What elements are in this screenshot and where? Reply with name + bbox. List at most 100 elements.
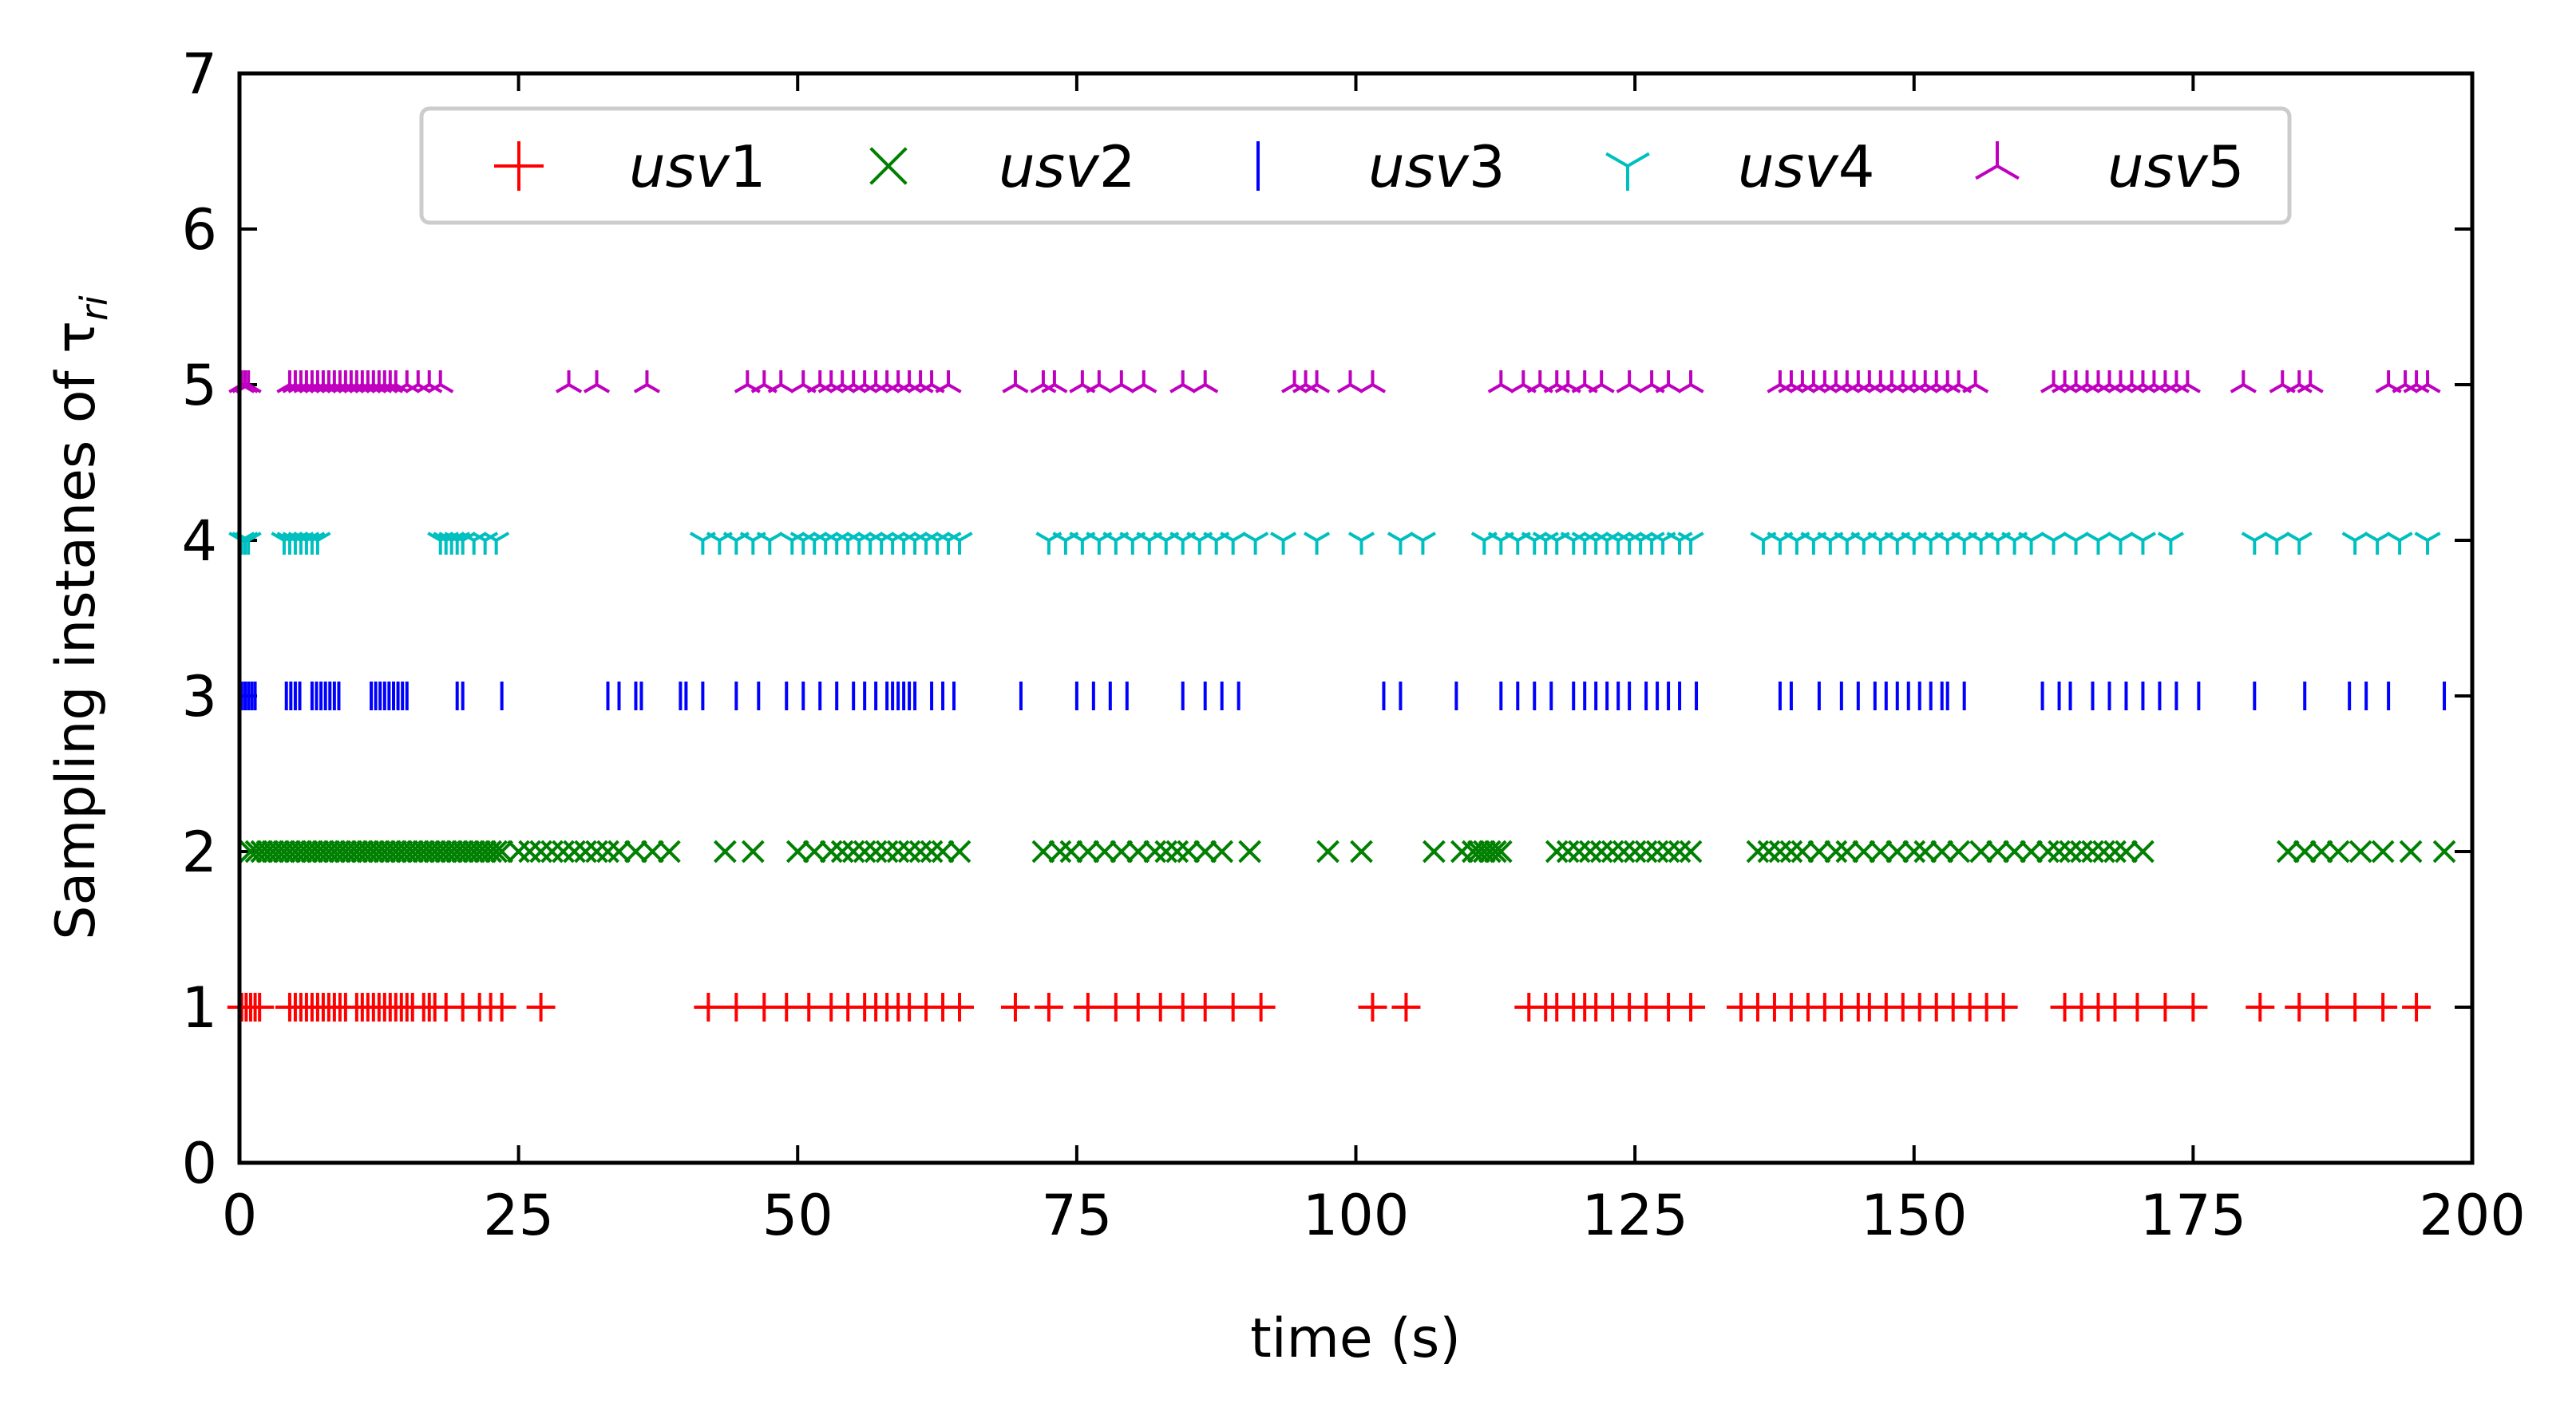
usv2-point (328, 840, 352, 864)
usv2-point (2070, 840, 2093, 864)
usv2-point (350, 840, 374, 864)
usv5-point (873, 370, 900, 393)
usv2-point (1450, 840, 1474, 864)
usv5-point (2051, 370, 2079, 393)
usv2-point (841, 840, 865, 864)
usv2-point (1746, 840, 1770, 864)
usv5-point (1677, 370, 1704, 393)
usv2-point (378, 840, 402, 864)
usv5-point (405, 370, 432, 393)
usv1-series (227, 993, 2432, 1022)
usv4-point (689, 532, 716, 555)
usv5-point (583, 370, 611, 393)
usv2-point (574, 840, 597, 864)
usv2-point (255, 840, 279, 864)
usv5-point (2118, 370, 2146, 393)
usv4-point (1303, 532, 1331, 555)
usv2-point (468, 840, 492, 864)
plot-frame (237, 71, 2475, 1165)
usv5-point (1655, 370, 1682, 393)
usv4-point (1951, 532, 1978, 555)
usv2-point (658, 840, 681, 864)
usv2-point (1461, 840, 1485, 864)
usv2-point (1947, 840, 1971, 864)
usv2-point (462, 840, 486, 864)
usv5-point (2107, 370, 2135, 393)
legend: usv1 usv2 usv3 usv4 usv5 (419, 106, 2292, 225)
usv4-point (1582, 532, 1609, 555)
usv2-point (2020, 840, 2043, 864)
usv4-point (1387, 532, 1415, 555)
usv5-point (2095, 370, 2123, 393)
usv2-point (920, 840, 944, 864)
usv2-point (362, 840, 386, 864)
usv2-point (864, 840, 888, 864)
usv4-point (2018, 532, 2045, 555)
usv5-point (1130, 370, 1157, 393)
usv2-point (1545, 840, 1569, 864)
y-tick-label: 2 (181, 820, 217, 885)
usv5-point (394, 370, 421, 393)
usv5-legend-marker (1975, 141, 2020, 180)
y-tick-label: 3 (181, 664, 217, 729)
usv5-point (2040, 370, 2068, 393)
usv5-point (884, 370, 912, 393)
usv4-point (1884, 532, 1911, 555)
usv4-legend-label: usv4 (1738, 133, 1875, 200)
usv2-point (367, 840, 391, 864)
usv2-point (785, 840, 809, 864)
usv2-point (2371, 840, 2395, 864)
usv2-series (239, 840, 2456, 864)
usv4-point (1560, 532, 1587, 555)
usv5-point (1945, 370, 1973, 393)
usv2-point (1059, 840, 1083, 864)
usv4-point (2001, 532, 2028, 555)
usv5-legend-label: usv5 (2107, 133, 2245, 200)
usv4-point (857, 532, 884, 555)
usv4-point (778, 532, 805, 555)
usv4-point (1220, 532, 1247, 555)
usv2-point (2048, 840, 2071, 864)
usv4-point (2084, 532, 2112, 555)
usv2-point (485, 840, 508, 864)
usv1-point (2368, 993, 2398, 1022)
usv2-point (2326, 840, 2350, 864)
usv5-point (2140, 370, 2168, 393)
usv4-point (461, 532, 488, 555)
usv4-point (1521, 532, 1548, 555)
usv1-point (945, 993, 975, 1022)
usv2-point (1031, 840, 1055, 864)
usv5-point (1856, 370, 1883, 393)
usv2-point (819, 840, 843, 864)
usv4-point (1593, 532, 1620, 555)
usv1-point (1246, 993, 1276, 1022)
usv2-point (1986, 840, 2010, 864)
usv5-point (2297, 370, 2324, 393)
usv2-point (1316, 840, 1339, 864)
usv4-point (1605, 532, 1632, 555)
usv2-point (1193, 840, 1217, 864)
usv2-point (440, 840, 464, 864)
usv5-point (2062, 370, 2090, 393)
usv4-point (1984, 532, 2012, 555)
usv4-point (2263, 532, 2290, 555)
usv2-point (395, 840, 419, 864)
usv1-legend-label-number: 1 (730, 133, 766, 200)
usv1-point (2151, 993, 2180, 1022)
usv2-point (417, 840, 441, 864)
usv4-point (1968, 532, 1995, 555)
usv2-legend-label-base: usv (999, 133, 1100, 200)
usv5-point (416, 370, 443, 393)
usv2-point (886, 840, 910, 864)
usv2-point (1143, 840, 1167, 864)
usv2-point (345, 840, 369, 864)
usv2-point (1556, 840, 1580, 864)
usv2-point (1589, 840, 1613, 864)
usv4-point (2241, 532, 2268, 555)
usv5-point (1336, 370, 1364, 393)
usv1-point (1218, 993, 1248, 1022)
usv2-point (507, 840, 530, 864)
usv4-point (1153, 532, 1180, 555)
usv2-point (451, 840, 475, 864)
usv2-point (908, 840, 932, 864)
